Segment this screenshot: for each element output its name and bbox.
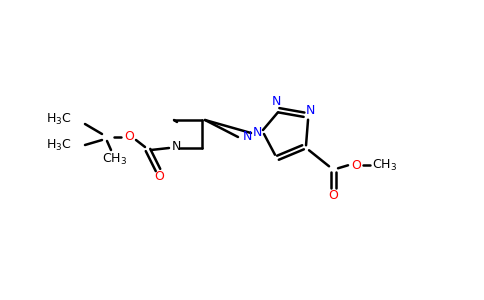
Text: O: O [154, 170, 164, 184]
Text: N: N [305, 104, 315, 117]
Text: CH$_3$: CH$_3$ [373, 158, 397, 173]
Text: CH$_3$: CH$_3$ [103, 152, 128, 166]
Text: H$_3$C: H$_3$C [46, 111, 72, 127]
Text: N: N [242, 130, 252, 142]
Text: O: O [328, 189, 338, 202]
Text: N: N [252, 127, 262, 140]
Text: H$_3$C: H$_3$C [46, 137, 72, 152]
Text: N: N [271, 95, 281, 108]
Text: N: N [171, 140, 181, 154]
Text: O: O [124, 130, 134, 142]
Text: O: O [351, 159, 361, 172]
